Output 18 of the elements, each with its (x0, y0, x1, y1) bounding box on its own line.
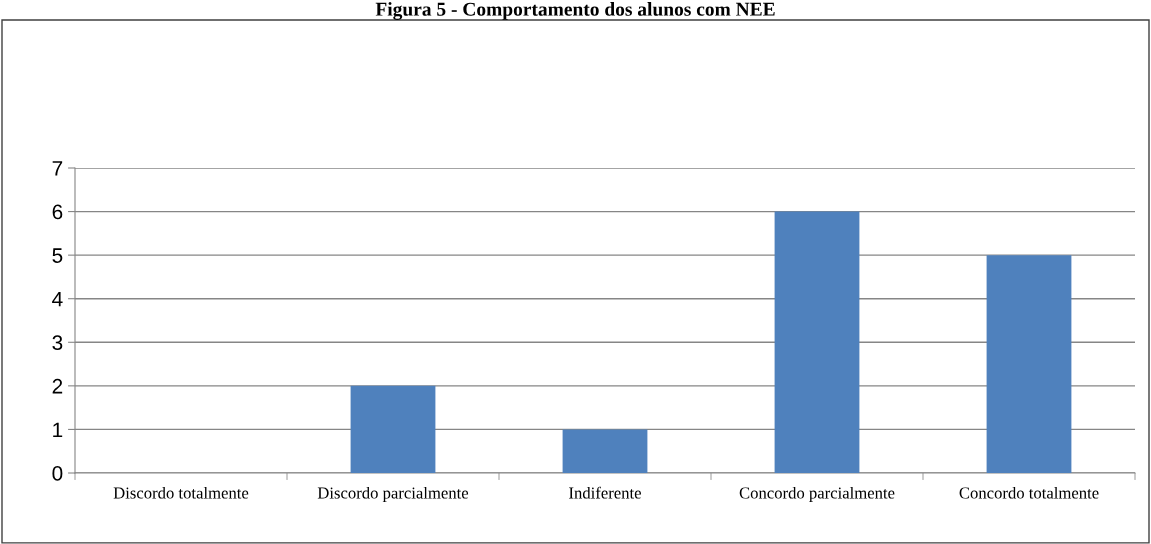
y-tick-label: 6 (52, 204, 63, 220)
x-tick-label: Concordo totalmente (959, 486, 1099, 499)
y-tick-label: 4 (52, 291, 63, 307)
y-tick-label: 2 (52, 378, 63, 394)
y-tick-label: 7 (52, 161, 63, 176)
y-tick-label: 3 (52, 335, 63, 351)
x-tick-label: Indiferente (569, 486, 641, 499)
y-tick-label: 5 (52, 248, 63, 263)
x-tick-label: Discordo parcialmente (317, 486, 469, 502)
bar (562, 429, 648, 473)
y-tick-label: 1 (53, 422, 63, 437)
x-tick-label: Discordo totalmente (113, 486, 249, 499)
x-tick-label: Concordo parcialmente (739, 486, 895, 502)
bar (350, 385, 436, 473)
y-tick-label: 0 (52, 466, 63, 481)
bar (986, 255, 1072, 473)
chart-title: Figura 5 - Comportamento dos alunos com NEE (375, 2, 775, 20)
bar (774, 211, 860, 473)
